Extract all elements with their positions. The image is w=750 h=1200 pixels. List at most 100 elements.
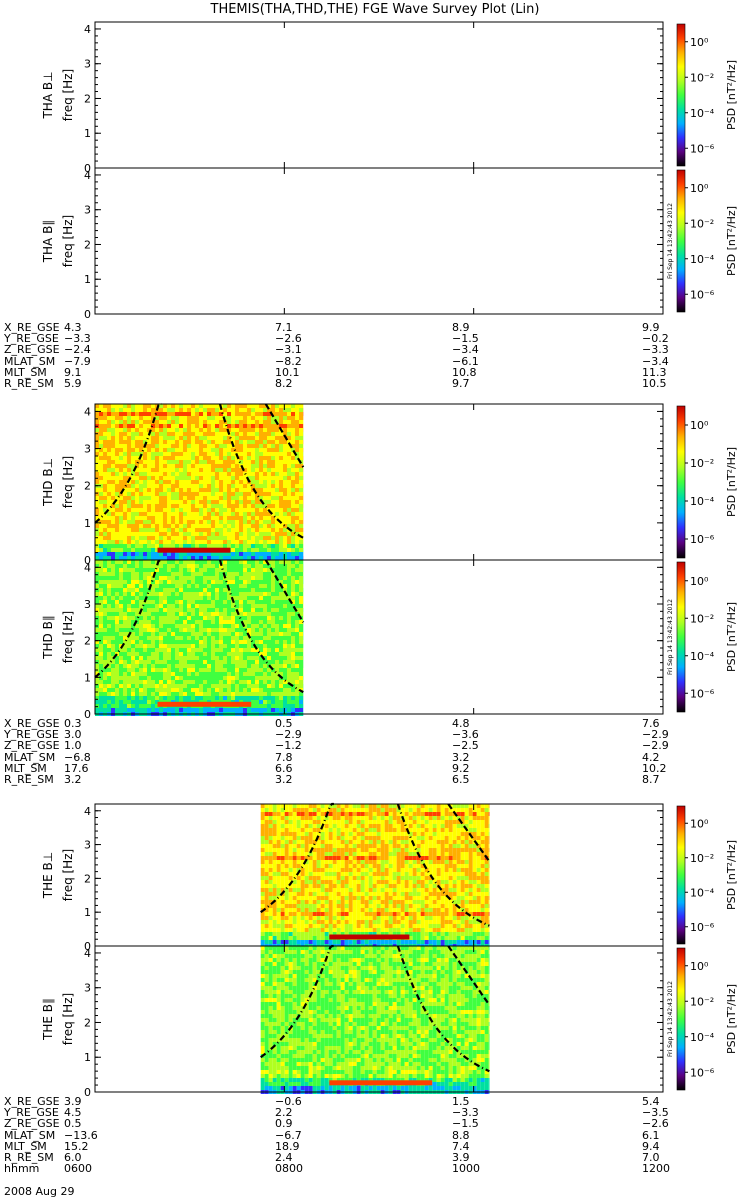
ephemeris-row-label: R_RE_SM: [4, 773, 54, 786]
ephemeris-row-label: R_RE_SM: [4, 1151, 54, 1164]
ephemeris-value: 7.8: [275, 750, 293, 764]
footer-date: 2008 Aug 29: [4, 1185, 75, 1198]
colorbar-tick-label: 10⁰: [690, 182, 709, 195]
y-tick-label: 4: [84, 947, 91, 960]
y-tick-label: 1: [84, 273, 91, 286]
ephemeris-value: −3.4: [642, 354, 669, 368]
y-tick-label: 2: [84, 872, 91, 885]
y-tick-label: 0: [84, 162, 91, 175]
ephemeris-value: 7.4: [452, 1139, 470, 1153]
ephemeris-row-label: MLT_SM: [4, 1139, 47, 1153]
colorbar-tick-label: 10⁰: [690, 575, 709, 588]
y-tick-label: 3: [84, 204, 91, 217]
ephemeris-value: −6.8: [64, 750, 91, 764]
colorbar-tick-label: 10⁻⁶: [690, 288, 715, 301]
spectrogram-thd-perp: [95, 404, 304, 560]
curve-right-dash-dot: [218, 559, 304, 694]
y-tick-label: 1: [84, 906, 91, 919]
y-tick-label: 4: [84, 561, 91, 574]
ephemeris-value: 4.8: [452, 717, 470, 730]
ephemeris-row-label: X_RE_GSE: [4, 1095, 60, 1108]
colorbar-tick-label: 10⁻²: [690, 852, 714, 865]
y-tick-label: 0: [84, 708, 91, 721]
colorbar: [676, 805, 686, 945]
colorbar-tick-label: 10⁻⁶: [690, 1066, 715, 1079]
ephemeris-value: 9.4: [642, 1139, 660, 1153]
y-tick-label: 2: [84, 238, 91, 251]
ephemeris-value: −3.6: [452, 728, 479, 742]
colorbar-tick-label: 10⁻²: [690, 457, 714, 470]
colorbar: [676, 947, 686, 1091]
curve-left-dash-dot: [94, 402, 162, 524]
ephemeris-value: 15.2: [64, 1139, 89, 1153]
colorbar-tick-label: 10⁻⁴: [690, 107, 715, 120]
ephemeris-value: 3.9: [64, 1095, 82, 1108]
ephemeris-value: 7.6: [642, 717, 660, 730]
ephemeris-row-label: Z_RE_GSE: [4, 739, 60, 753]
ephemeris-value: 8.7: [642, 773, 660, 786]
spectrogram-the-perp: [260, 804, 490, 948]
ephemeris-value: −8.2: [275, 354, 302, 368]
colorbar-tick-label: 10⁻²: [690, 71, 714, 84]
timestamp-stamp: Fri Sep 14 13:42:43 2012: [667, 599, 674, 675]
ephemeris-value: 1000: [452, 1162, 480, 1176]
ephemeris-value: 9.2: [452, 761, 470, 775]
ephemeris-row-label: MLT_SM: [4, 761, 47, 775]
ephemeris-value: 6.5: [452, 773, 470, 786]
ephemeris-value: −3.3: [452, 1106, 479, 1120]
ephemeris-value: −2.9: [642, 739, 669, 753]
curve-dashed: [264, 403, 305, 468]
curve-dashed: [264, 559, 305, 623]
ephemeris-value: −3.1: [275, 343, 302, 357]
panel-frame-3: [94, 559, 664, 715]
ephemeris-value: 0600: [64, 1162, 92, 1176]
panel-ylabel: THA B⊥: [41, 71, 55, 119]
ephemeris-value: 9.1: [64, 365, 82, 379]
low-frequency-band: [157, 547, 231, 553]
ephemeris-value: 9.7: [452, 377, 470, 390]
y-tick-label: 1: [84, 517, 91, 530]
low-frequency-band: [329, 934, 410, 940]
ephemeris-value: 2.4: [275, 1151, 293, 1164]
ephemeris-value: 1.5: [452, 1095, 470, 1108]
y-tick-label: 3: [84, 598, 91, 611]
ephemeris-value: 10.2: [642, 761, 667, 775]
colorbar-tick-label: 10⁻⁶: [690, 687, 715, 700]
colorbar: [676, 405, 686, 559]
ephemeris-value: 3.2: [64, 773, 82, 786]
ephemeris-row-label: Y_RE_GSE: [4, 1106, 59, 1120]
y-tick-label: 2: [84, 480, 91, 493]
y-tick-label: 0: [84, 940, 91, 953]
colorbar-tick-label: 10⁻⁶: [690, 533, 715, 546]
curve-left-dash-dot: [260, 802, 334, 914]
ephemeris-value: 7.0: [642, 1151, 660, 1164]
ephemeris-row-label: Y_RE_GSE: [4, 332, 59, 346]
panel-yunit: freq [Hz]: [61, 849, 75, 901]
y-tick-label: 3: [84, 839, 91, 852]
ephemeris-row-label: X_RE_GSE: [4, 321, 60, 334]
ephemeris-value: 5.9: [64, 377, 82, 390]
ephemeris-value: 6.6: [275, 761, 293, 775]
ephemeris-value: 2.2: [275, 1106, 293, 1120]
ephemeris-value: 11.3: [642, 365, 667, 379]
ephemeris-value: 0.5: [275, 717, 293, 730]
y-tick-label: 1: [84, 1051, 91, 1064]
colorbar-tick-label: 10⁰: [690, 419, 709, 432]
ephemeris-value: 5.4: [642, 1095, 660, 1108]
y-tick-label: 1: [84, 671, 91, 684]
ephemeris-value: −3.3: [642, 343, 669, 357]
y-tick-label: 0: [84, 1086, 91, 1099]
ephemeris-value: 18.9: [275, 1139, 300, 1153]
ephemeris-value: 4.2: [642, 750, 660, 764]
colorbar-tick-label: 10⁻²: [690, 612, 714, 625]
ephemeris-value: −3.5: [642, 1106, 669, 1120]
page-title: THEMIS(THA,THD,THE) FGE Wave Survey Plot…: [210, 2, 540, 17]
ephemeris-value: −7.9: [64, 354, 91, 368]
colorbar-label: PSD [nT²/Hz]: [725, 984, 738, 1054]
colorbar-tick-label: 10⁻⁶: [690, 142, 715, 155]
ephemeris-value: 1200: [642, 1162, 670, 1176]
ephemeris-value: 8.2: [275, 377, 293, 390]
ephemeris-row-label: MLAT_SM: [4, 1128, 56, 1142]
